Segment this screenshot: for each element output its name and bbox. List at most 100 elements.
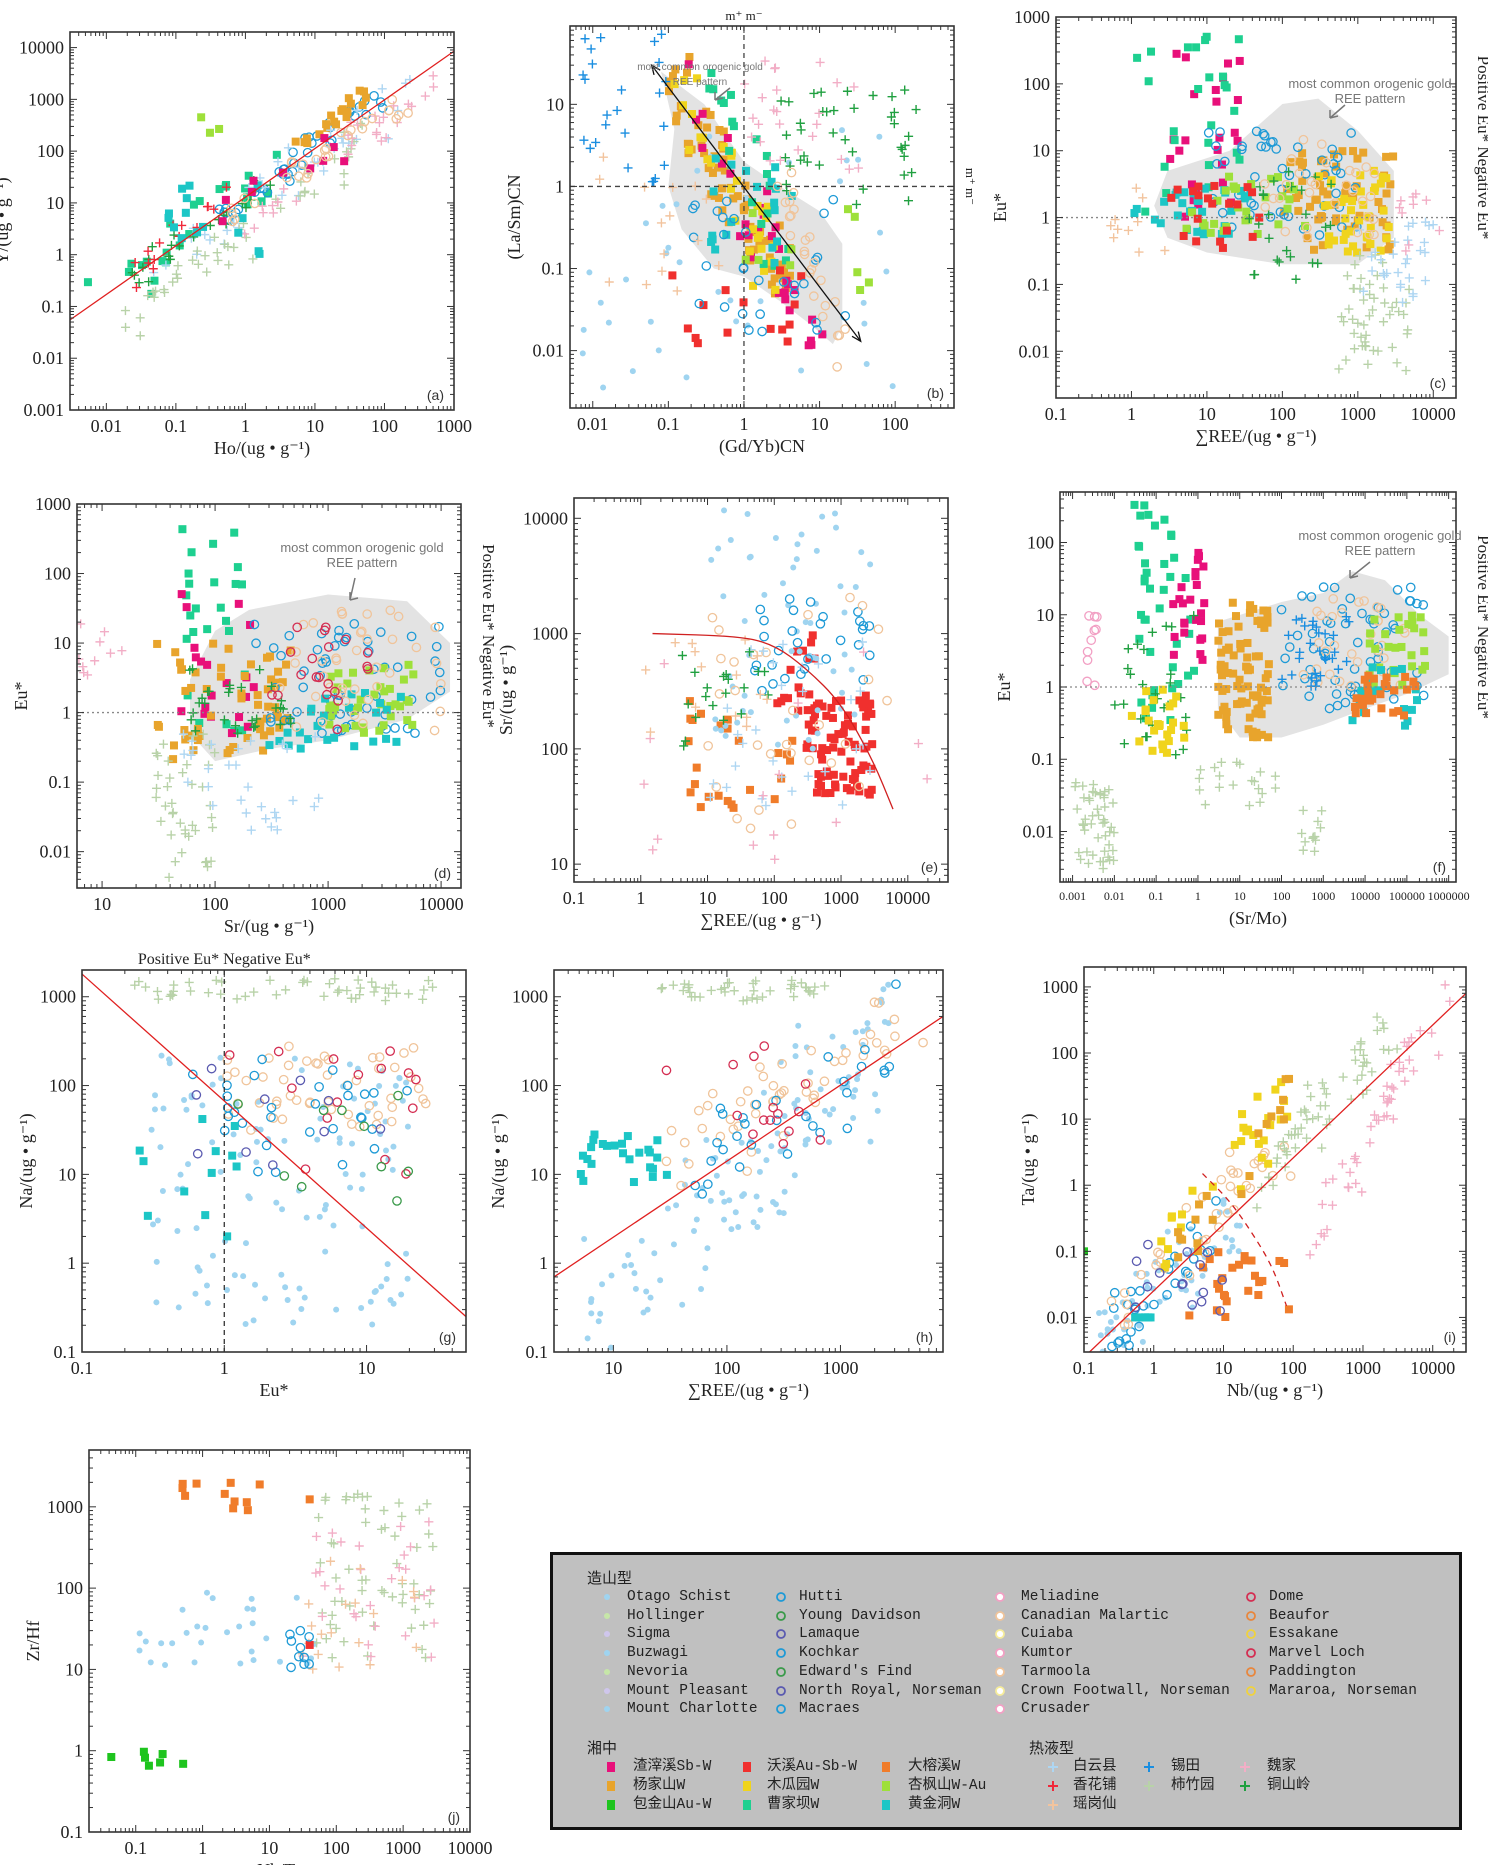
point-yangjiashan <box>765 253 774 262</box>
y-tick-label: 0.01 <box>1019 341 1051 361</box>
point-tongshanling <box>250 721 260 731</box>
x-tick-label: 10 <box>1214 1358 1232 1378</box>
point-dome <box>296 669 306 680</box>
y-tick-label: 1 <box>55 245 64 265</box>
point-yangjiashan <box>1332 214 1341 223</box>
point-shizhuyuan <box>355 990 365 1000</box>
point-hutti <box>858 674 869 685</box>
point-shizhuyuan <box>1071 778 1081 788</box>
point-hutti <box>842 1087 852 1098</box>
point-hutti <box>717 1109 728 1119</box>
point-xingfengshan <box>1404 620 1413 629</box>
point-shizhuyuan <box>419 1620 429 1630</box>
point-muguayuan <box>1277 1078 1286 1087</box>
point-baiyun <box>1420 276 1430 286</box>
point-zhazixi <box>782 276 791 285</box>
point-shizhuyuan <box>388 980 398 990</box>
point-yangjiashan <box>1385 240 1394 249</box>
point-yangjiashan <box>1214 682 1223 691</box>
point-yangjiashan <box>344 94 353 103</box>
point-otago <box>1173 1261 1180 1268</box>
point-otago <box>166 1056 173 1063</box>
point-xingfengshan <box>334 669 343 678</box>
point-otago <box>209 1081 216 1088</box>
point-tongshanling <box>1321 222 1331 232</box>
point-yangjiashan <box>1382 189 1391 198</box>
point-xingfengshan <box>1230 184 1239 193</box>
point-yangjiashan <box>176 658 185 667</box>
point-otago <box>347 1184 354 1191</box>
point-otago <box>843 157 850 164</box>
point-otago <box>837 583 844 590</box>
point-xitian <box>1297 613 1307 623</box>
point-otago <box>621 1262 628 1269</box>
point-hutti <box>295 1642 306 1653</box>
point-otago <box>367 1298 374 1305</box>
point-tongshanling <box>1123 664 1133 674</box>
point-otago <box>403 1250 410 1257</box>
point-hutti <box>690 200 700 211</box>
point-shizhuyuan <box>329 1539 339 1549</box>
point-caojiaba <box>182 591 191 600</box>
point-huangjindong <box>1403 717 1412 726</box>
point-hutti <box>884 1061 895 1072</box>
point-hutti <box>857 624 868 635</box>
point-dome <box>224 1050 235 1060</box>
legend-item-macraes: Macraes <box>799 1701 860 1718</box>
point-dome <box>267 690 277 700</box>
point-caojiaba <box>233 563 242 572</box>
point-caojiaba <box>1204 161 1213 170</box>
point-caojiaba <box>203 625 212 634</box>
x-axis-label: ∑REE/(ug • g⁻¹) <box>1195 426 1316 447</box>
point-canadian <box>1216 1174 1227 1185</box>
point-caojiaba <box>1160 515 1169 524</box>
point-hutti <box>299 1659 309 1670</box>
x-tick-label: 10 <box>1198 404 1216 424</box>
point-huangjindong <box>1146 1313 1155 1322</box>
point-canadian <box>732 813 742 824</box>
point-meliadine <box>1092 612 1102 622</box>
point-canadian <box>373 1063 384 1074</box>
point-canadian <box>832 330 843 341</box>
point-dome <box>332 1097 343 1107</box>
point-yaogang <box>742 712 752 722</box>
point-yangjiashan <box>1214 710 1223 719</box>
point-tongshanling <box>144 277 154 287</box>
point-shizhuyuan <box>165 991 175 1001</box>
point-yangjiashan <box>1224 725 1233 734</box>
point-shizhuyuan <box>1108 798 1118 808</box>
point-hutti <box>1114 1336 1125 1347</box>
point-woxi <box>721 286 730 295</box>
point-otago <box>885 981 892 988</box>
point-muguayuan <box>1356 187 1365 196</box>
point-xingfengshan <box>1408 662 1417 671</box>
legend-item-paddington: Paddington <box>1269 1663 1357 1680</box>
point-caojiaba <box>1142 568 1151 577</box>
point-xingfengshan <box>386 712 395 721</box>
point-yaogang <box>326 1556 336 1566</box>
point-muguayuan <box>1150 726 1159 735</box>
point-hutti <box>1405 596 1416 606</box>
point-yangjiashan <box>1312 195 1321 204</box>
point-weijia <box>77 654 84 664</box>
point-hutti <box>759 615 769 626</box>
point-baiyun <box>758 646 768 656</box>
point-yangjiashan <box>343 107 352 116</box>
point-woxi <box>812 788 821 797</box>
point-shizhuyuan <box>314 1513 324 1523</box>
point-hutti <box>327 1065 338 1075</box>
point-yaogang <box>701 194 711 204</box>
point-shizhuyuan <box>404 989 414 999</box>
point-canadian <box>755 1062 765 1072</box>
legend-item-hutti: Hutti <box>799 1589 843 1605</box>
point-otago <box>625 1251 632 1258</box>
point-weijia <box>363 1640 373 1650</box>
point-canadian <box>431 658 442 669</box>
point-woxi <box>846 757 855 766</box>
point-zhazixi <box>1169 650 1178 659</box>
legend-item-canadian: Canadian Malartic <box>1021 1607 1169 1624</box>
y-tick-label: 1000 <box>1014 7 1050 27</box>
point-canadian <box>1369 168 1380 179</box>
point-caojiaba <box>1166 572 1175 581</box>
point-xitian <box>659 160 669 170</box>
